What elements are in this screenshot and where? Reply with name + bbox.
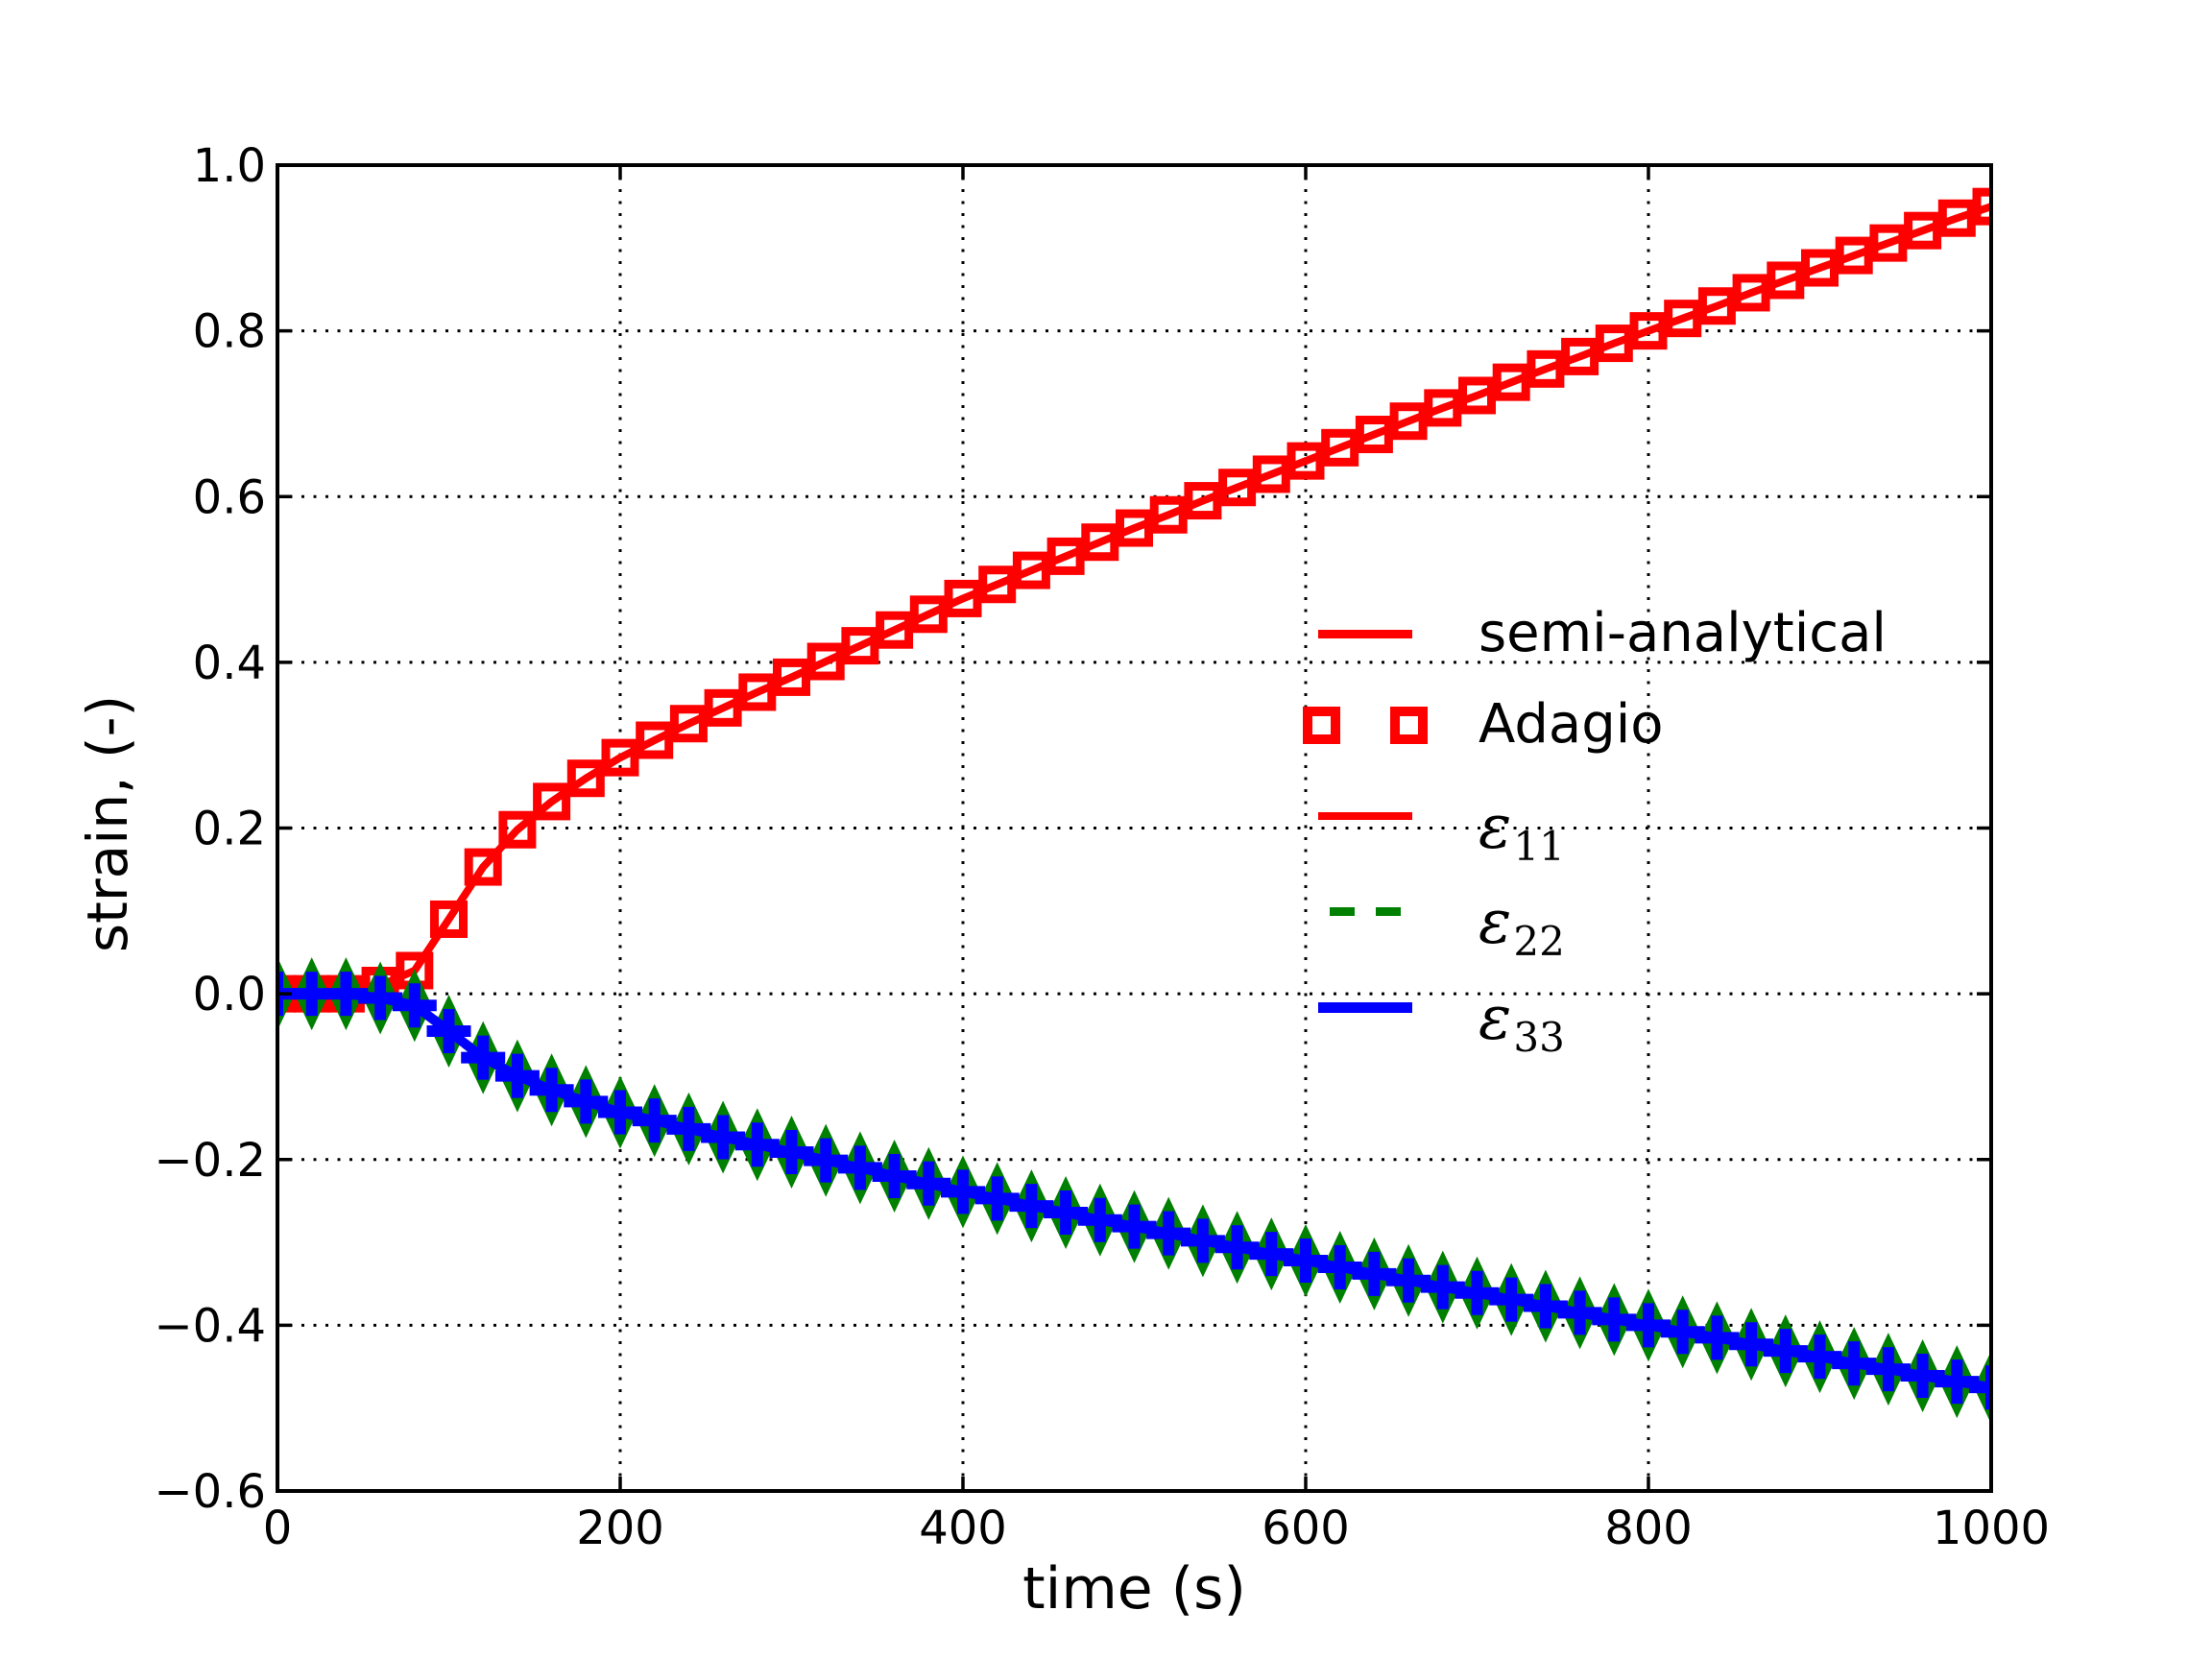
x-tick-label: 800 <box>1604 1502 1693 1555</box>
y-tick-label: 1.0 <box>193 139 266 193</box>
legend-label: Adagio <box>1479 693 1664 756</box>
green-dashed-sample-icon <box>1301 906 1430 916</box>
y-tick-label: 0.2 <box>193 803 266 856</box>
x-axis-label: time (s) <box>1022 1555 1246 1623</box>
y-tick-label: −0.6 <box>154 1465 266 1519</box>
x-tick-label: 200 <box>576 1502 664 1555</box>
y-tick-label: 0.6 <box>193 470 266 524</box>
legend-label-eps22: ε22 <box>1479 887 1565 966</box>
y-axis-label: strain, (-) <box>75 694 140 953</box>
legend-label: semi-analytical <box>1479 602 1887 664</box>
legend-item-adagio: Adagio <box>1301 680 1887 770</box>
red-open-squares-icon <box>1301 706 1430 744</box>
red-line-sample-icon <box>1301 629 1430 638</box>
y-tick-label: 0.8 <box>193 305 266 359</box>
legend-label-eps11: ε11 <box>1479 792 1565 871</box>
x-tick-label: 0 <box>263 1502 293 1555</box>
y-tick-label: −0.2 <box>154 1134 266 1188</box>
x-tick-label: 1000 <box>1933 1502 2050 1555</box>
x-tick-label: 600 <box>1262 1502 1350 1555</box>
red-line-sample-icon <box>1301 812 1430 820</box>
y-tick-label: 0.4 <box>193 637 266 690</box>
legend-item-eps22: ε22 <box>1301 862 1887 966</box>
blue-line-sample-icon <box>1301 1001 1430 1013</box>
legend-item-eps11: ε11 <box>1301 770 1887 871</box>
legend-label-eps33: ε33 <box>1479 983 1565 1062</box>
legend: semi-analytical Adagio ε11 ε22 <box>1301 588 1887 1062</box>
y-tick-label: 0.0 <box>193 968 266 1022</box>
x-tick-label: 400 <box>919 1502 1007 1555</box>
legend-item-eps33: ε33 <box>1301 960 1887 1062</box>
legend-item-semi-analytical: semi-analytical <box>1301 588 1887 680</box>
y-tick-label: −0.4 <box>154 1299 266 1353</box>
